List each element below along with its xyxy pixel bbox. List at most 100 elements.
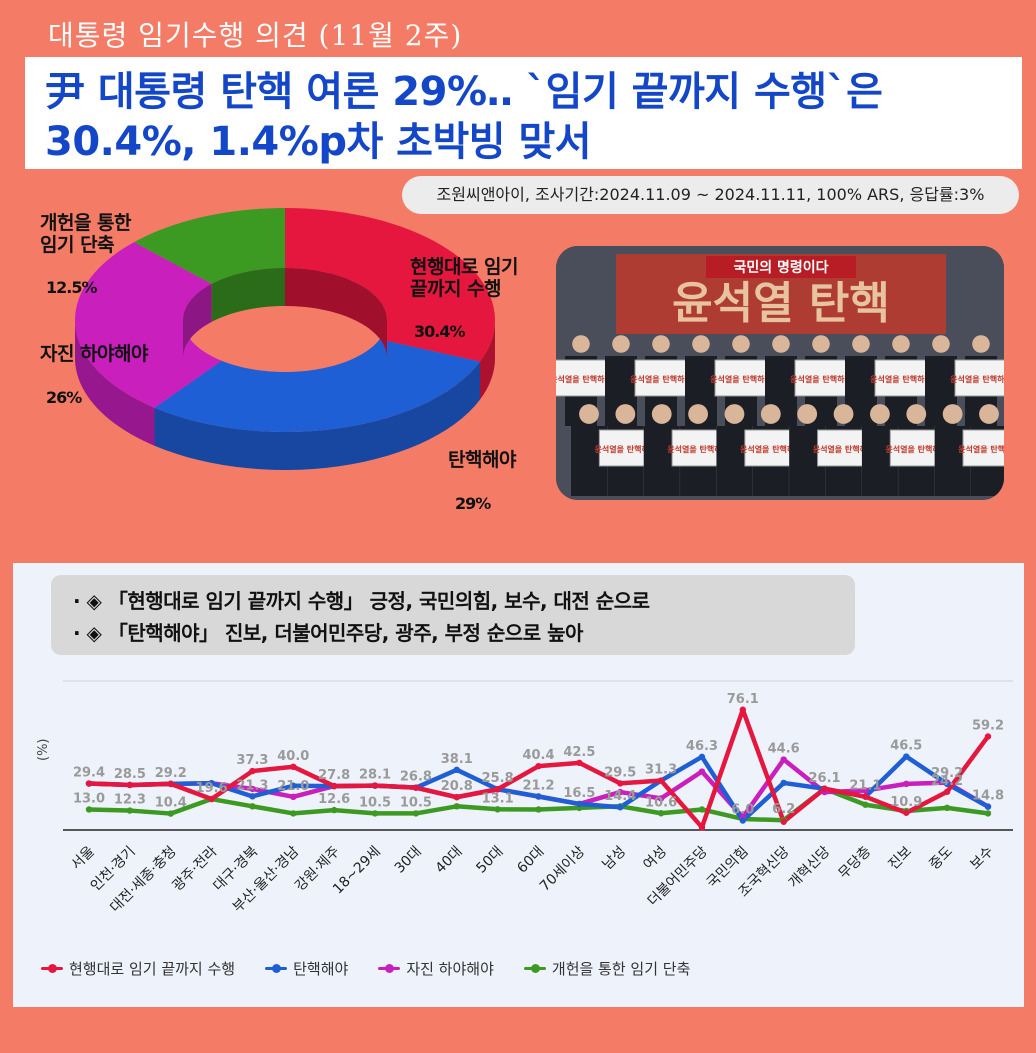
x-tick-label: 50대 <box>473 844 506 877</box>
series-point <box>698 768 706 775</box>
x-tick-label: 남성 <box>600 844 630 874</box>
person-head <box>615 404 636 424</box>
legend-label: 탄핵해야 <box>293 960 349 978</box>
donut-slice <box>134 208 285 284</box>
placard-text: 윤석열을 탄핵하자 <box>630 374 692 384</box>
series-point <box>984 803 992 810</box>
person-head <box>612 335 630 353</box>
person-head <box>579 404 599 424</box>
series-point <box>330 782 338 790</box>
placard <box>744 429 798 467</box>
donut-inner-wall <box>211 268 285 322</box>
series-point <box>943 804 951 812</box>
x-tick-label: 40대 <box>433 844 466 877</box>
data-label: 27.8 <box>318 768 350 783</box>
series-point <box>617 804 624 811</box>
series-point <box>617 780 624 787</box>
placard <box>556 359 608 397</box>
data-label: 13.1 <box>482 791 514 806</box>
data-label: 10.4 <box>155 796 187 811</box>
legend-item: 탄핵해야 <box>265 958 348 979</box>
lower-panel: · ◈ 「현행대로 임기 끝까지 수행」 긍정, 국민의힘, 보수, 대전 순으… <box>13 563 1024 1007</box>
x-tick-label: 개혁신당 <box>786 843 834 891</box>
y-axis-label: (%) <box>36 739 51 762</box>
series-point <box>903 809 910 816</box>
person-head <box>906 404 927 424</box>
donut-side <box>75 320 155 446</box>
data-label: 26.1 <box>809 771 841 786</box>
series-point <box>167 780 174 788</box>
series-point <box>698 824 706 831</box>
series-point <box>126 807 134 814</box>
data-label: 28.1 <box>359 768 391 783</box>
data-label: 59.2 <box>972 718 1004 733</box>
person-head <box>972 335 990 353</box>
placard <box>889 429 943 467</box>
data-label: 40.4 <box>522 748 554 763</box>
legend: 현행대로 임기 끝까지 수행 탄핵해야 자진 하야해야 개헌을 통한 임기 단축 <box>41 958 690 979</box>
pie-value: 29% <box>455 494 491 513</box>
data-label: 21.1 <box>849 779 881 794</box>
data-label: 24.2 <box>931 774 963 789</box>
placard-text: 윤석열을 탄핵하자 <box>870 374 932 384</box>
placard-text: 윤석열을 탄핵하자 <box>667 444 729 454</box>
person-head <box>797 404 818 424</box>
series-point <box>698 806 706 813</box>
legend-item: 자진 하야해야 <box>378 958 494 979</box>
series-point <box>290 763 297 770</box>
donut-chart: 현행대로 임기 끝까지 수행 30.4% 탄핵해야 29% 자진 하야해야 26% 개헌을 … <box>0 200 560 550</box>
data-label: 44.6 <box>768 742 800 757</box>
series-point <box>780 756 787 763</box>
series-point <box>249 793 256 800</box>
legend-swatch <box>378 964 401 973</box>
series-point <box>249 767 256 775</box>
x-tick-label: 진보 <box>886 843 916 873</box>
note-line-2: · ◈ 「탄핵해야」 진보, 더불어민주당, 광주, 부정 순으로 높아 <box>73 621 583 645</box>
series-point <box>698 753 706 761</box>
pie-label: 현행대로 임기 끝까지 수행 <box>410 256 519 300</box>
legend-item: 현행대로 임기 끝까지 수행 <box>41 958 235 979</box>
series-point <box>657 810 665 817</box>
headline-box: 尹 대통령 탄핵 여론 29%‥ `임기 끝까지 수행`은 30.4%, 1.4… <box>25 57 1022 169</box>
donut-inner-wall <box>285 268 387 358</box>
placard-text: 윤석열을 탄핵하자 <box>710 374 772 384</box>
pie-label: 개헌을 통한 임기 단축 <box>40 212 132 256</box>
series-point <box>494 806 501 813</box>
data-label: 14.8 <box>972 789 1004 804</box>
series-point <box>739 817 747 824</box>
data-label: 10.5 <box>400 795 432 810</box>
placard-text: 윤석열을 탄핵하자 <box>813 444 875 454</box>
person-head <box>688 404 708 424</box>
x-tick-label: 여성 <box>640 844 670 874</box>
data-label: 13.0 <box>73 791 105 806</box>
series-point <box>984 733 992 740</box>
placard <box>962 429 1004 467</box>
placard <box>874 359 928 397</box>
pie-value: 26% <box>46 388 82 407</box>
series-point <box>780 779 787 787</box>
legend-item: 개헌을 통한 임기 단축 <box>523 958 690 979</box>
data-label: 10.9 <box>890 795 922 810</box>
placard-text: 윤석열을 탄핵하자 <box>885 444 947 454</box>
person-head <box>833 404 854 424</box>
person-head <box>651 404 672 424</box>
data-label: 21.3 <box>236 778 268 793</box>
placard-text: 윤석열을 탄핵하자 <box>950 374 1004 384</box>
series-point <box>535 793 542 800</box>
series-point <box>576 800 583 808</box>
data-label: 10.6 <box>645 795 677 810</box>
data-label: 14.4 <box>604 789 636 804</box>
person-head <box>652 335 670 353</box>
placard <box>634 359 688 397</box>
series-point <box>85 806 93 813</box>
person-head <box>932 335 950 353</box>
person-head <box>979 404 999 424</box>
person-head <box>812 335 830 353</box>
line-chart: (%) 29.4 28.5 29.2 19.6 37.3 40.0 27.8 28.1 26.8 2… <box>36 680 1013 916</box>
data-label: 42.5 <box>563 745 595 760</box>
source-note: 조원씨앤아이, 조사기간:2024.11.09 ~ 2024.11.11, 10… <box>402 176 1019 214</box>
data-label: 28.5 <box>114 767 146 782</box>
series-point <box>657 777 665 784</box>
series-point <box>821 785 828 792</box>
donut-slice <box>285 208 495 362</box>
